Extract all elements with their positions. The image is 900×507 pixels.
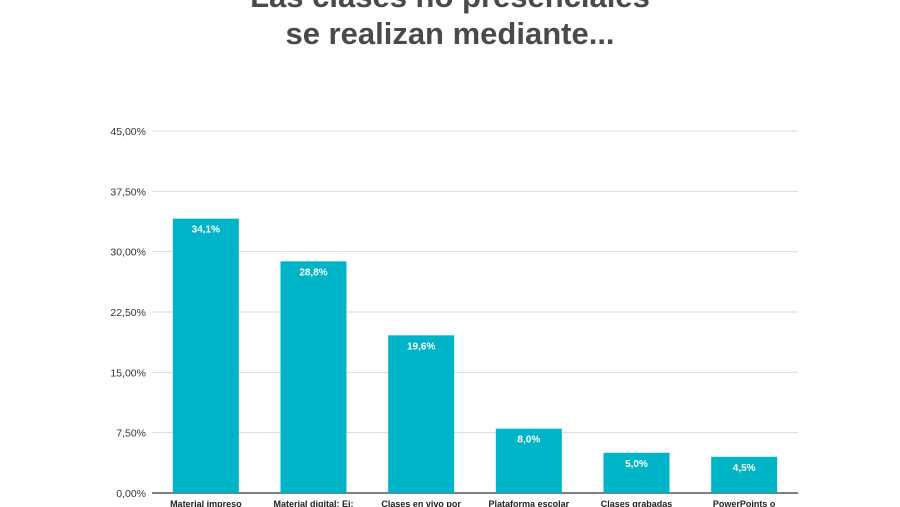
x-category-label: Material impreso — [170, 499, 242, 507]
x-category-label: PowerPoints o — [713, 499, 776, 507]
x-category-label: Material digital: Ej: — [273, 499, 353, 507]
bar — [495, 428, 562, 493]
chart-title-line-1: Las clases no presenciales — [0, 0, 900, 15]
chart-title-line-2: se realizan mediante... — [285, 16, 615, 51]
bars — [172, 218, 778, 493]
x-axis-category-labels: Material impreso Material digital: Ej: Cla… — [170, 499, 776, 507]
data-label: 5,0% — [625, 459, 648, 470]
bar — [388, 335, 455, 493]
x-category-label: Plataforma escolar — [489, 499, 570, 507]
y-tick-label: 0,00% — [116, 488, 146, 500]
y-tick-label: 37,50% — [110, 186, 146, 198]
data-label: 34,1% — [192, 225, 220, 236]
bar — [711, 456, 778, 493]
data-label: 28,8% — [299, 267, 327, 278]
y-tick-label: 22,50% — [110, 307, 146, 319]
chart-title: Las clases no presenciales se realizan m… — [0, 0, 900, 52]
x-category-label: Clases grabadas — [601, 499, 673, 507]
bar — [603, 452, 670, 493]
bar — [172, 218, 239, 493]
y-tick-label: 15,00% — [110, 367, 146, 379]
data-label: 4,5% — [733, 463, 756, 474]
data-labels: 34,1% 28,8% 19,6% 8,0% 5,0% 4,5% — [192, 225, 756, 474]
y-axis-tick-labels: 0,00% 7,50% 15,00% 22,50% 30,00% 37,50% 45,00% — [110, 126, 146, 500]
y-tick-label: 30,00% — [110, 247, 146, 259]
y-tick-label: 45,00% — [110, 126, 146, 138]
data-label: 8,0% — [517, 435, 540, 446]
y-tick-label: 7,50% — [116, 428, 146, 440]
x-category-label: Clases en vivo por — [381, 499, 461, 507]
bar — [280, 261, 347, 493]
data-label: 19,6% — [407, 341, 435, 352]
gridlines — [152, 130, 798, 494]
